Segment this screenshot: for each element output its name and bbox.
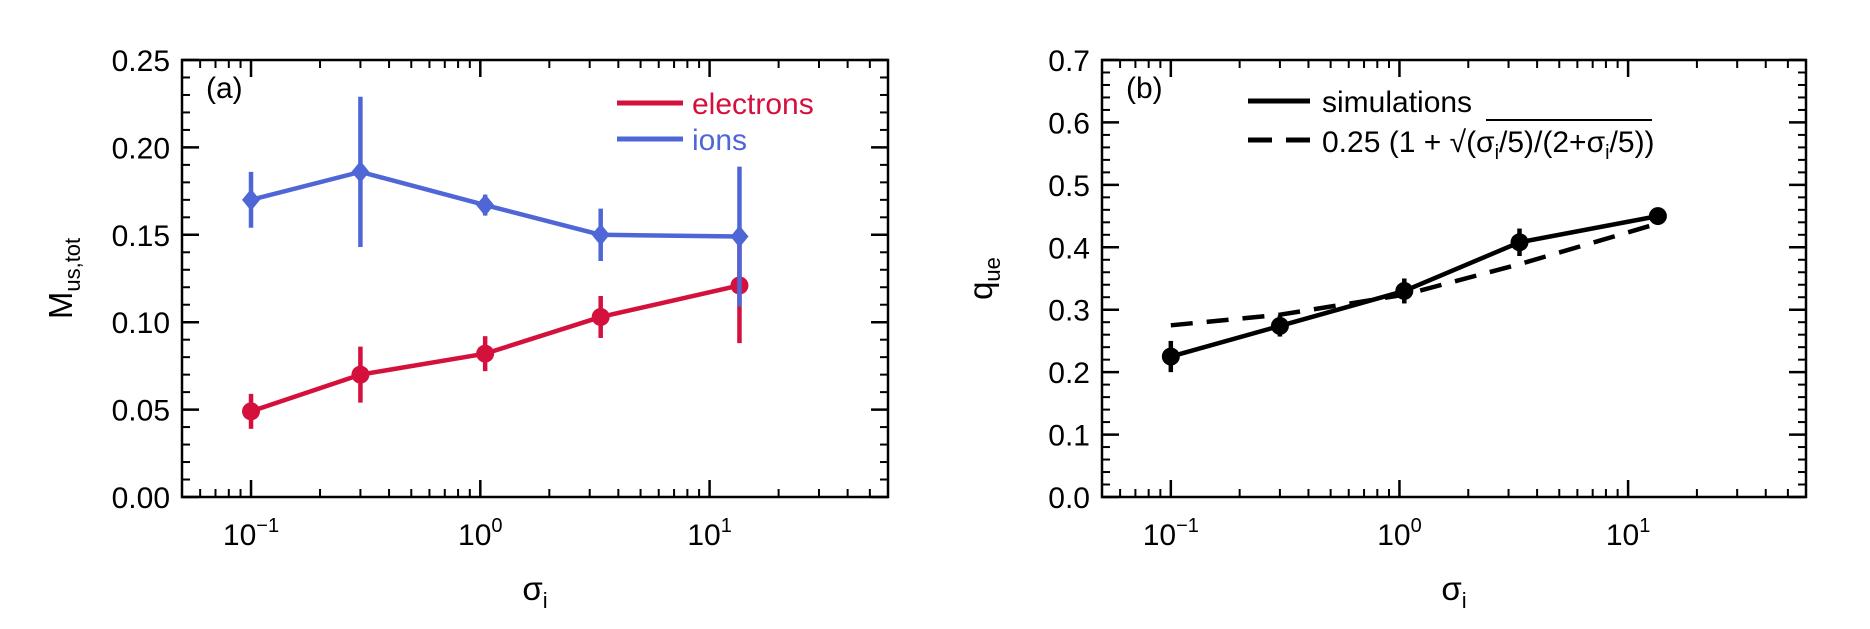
- x-tick-label: 10−1: [1143, 515, 1199, 552]
- y-tick-label: 0.1: [1048, 420, 1090, 453]
- data-point: [1161, 347, 1180, 366]
- y-tick-label: 0.2: [1048, 357, 1090, 390]
- panel-label: (a): [206, 72, 243, 105]
- panel-b: 0.0 0.1 0.2 0.3 0.4 0.5 0.6 0.7 10−1 100 101 σi que (…: [962, 45, 1808, 613]
- x-tick-label: 100: [458, 515, 502, 552]
- data-point: [591, 307, 610, 326]
- x-axis-label: σi: [522, 570, 547, 613]
- series-1: [242, 96, 749, 307]
- y-tick-label: 0.4: [1048, 232, 1090, 265]
- plot-frame: [1100, 58, 1808, 499]
- data-point: [1510, 233, 1529, 252]
- data-point: [476, 344, 495, 363]
- series-1: [1170, 221, 1659, 328]
- y-tick-label: 0.15: [112, 220, 170, 253]
- panel-label: (b): [1126, 72, 1163, 105]
- series-line: [250, 169, 740, 239]
- x-tick-label: 101: [1606, 515, 1651, 552]
- series-0: [1161, 207, 1667, 373]
- series-line: [1170, 221, 1659, 328]
- legend-label: simulations: [1322, 86, 1472, 119]
- y-tick-label: 0.3: [1048, 295, 1090, 328]
- plot-frame: [180, 58, 890, 499]
- x-tick-label: 101: [687, 515, 732, 552]
- data-point: [1648, 207, 1667, 226]
- series-0: [242, 227, 749, 429]
- data-point: [242, 188, 261, 211]
- y-tick-label: 0.5: [1048, 170, 1090, 203]
- y-tick-label: 0.6: [1048, 107, 1090, 140]
- x-tick-label: 100: [1377, 515, 1422, 552]
- data-point: [351, 365, 370, 384]
- legend-label: ions: [692, 124, 747, 157]
- series-line: [1170, 213, 1659, 359]
- data-point: [591, 223, 610, 246]
- y-tick-label: 0.7: [1048, 45, 1090, 78]
- y-tick-label: 0.25: [112, 45, 170, 78]
- data-point: [242, 402, 261, 421]
- x-tick-label: 10−1: [223, 515, 279, 552]
- y-tick-label: 0.05: [112, 395, 170, 428]
- y-tick-label: 0.00: [112, 482, 170, 515]
- data-point: [351, 160, 370, 183]
- y-tick-label: 0.10: [112, 307, 170, 340]
- legend-label: 0.25 (1 + √(σi/5)/(2+σi/5)): [1322, 126, 1655, 164]
- data-point: [730, 225, 749, 248]
- y-axis-label: Mus,tot: [42, 238, 85, 319]
- y-tick-label: 0.20: [112, 132, 170, 165]
- series-line: [250, 283, 740, 414]
- legend-label: electrons: [692, 88, 814, 121]
- x-axis-label: σi: [1441, 570, 1466, 613]
- data-point: [1270, 316, 1289, 335]
- panel-a: 0.00 0.05 0.10 0.15 0.20 0.25 10−1 100 101 σi Mus,…: [42, 45, 890, 613]
- y-tick-label: 0.0: [1048, 482, 1090, 515]
- data-point: [476, 194, 495, 217]
- y-axis-label: que: [962, 257, 1005, 300]
